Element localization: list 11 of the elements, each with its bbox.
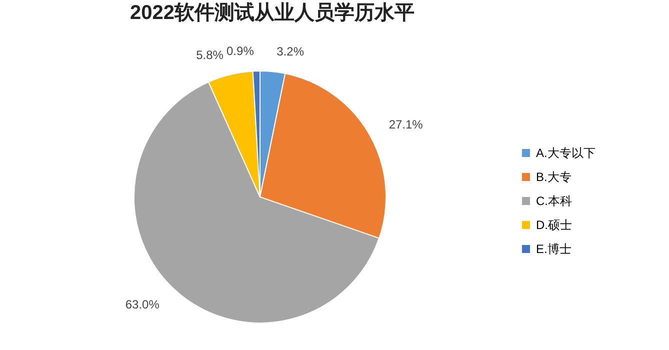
data-label: 27.1% <box>388 118 424 132</box>
legend-label: B.大专 <box>536 170 572 184</box>
legend-label: A.大专以下 <box>536 146 596 160</box>
data-label: 3.2% <box>276 44 304 59</box>
data-label: 5.8% <box>196 48 224 62</box>
data-label: 63.0% <box>125 298 160 312</box>
legend-label: D.硕士 <box>536 218 572 232</box>
chart-title: 2022软件测试从业人员学历水平 <box>130 2 414 24</box>
legend-label: C.本科 <box>536 194 572 208</box>
data-label: 0.9% <box>226 44 254 58</box>
legend-label: E.博士 <box>536 242 572 256</box>
